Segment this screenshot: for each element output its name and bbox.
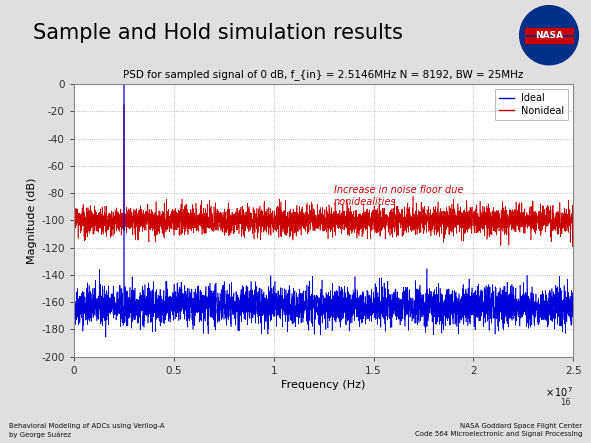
Text: Sample and Hold simulation results: Sample and Hold simulation results [33, 23, 402, 43]
Y-axis label: Magnitude (dB): Magnitude (dB) [27, 177, 37, 264]
Polygon shape [525, 36, 573, 43]
Title: PSD for sampled signal of 0 dB, f_{in} = 2.5146MHz N = 8192, BW = 25MHz: PSD for sampled signal of 0 dB, f_{in} =… [124, 69, 524, 80]
Polygon shape [525, 27, 573, 34]
Text: 16: 16 [560, 398, 570, 407]
Legend: Ideal, Nonideal: Ideal, Nonideal [495, 89, 569, 120]
Text: Behavioral Modeling of ADCs using Verilog-A
by George Suárez: Behavioral Modeling of ADCs using Verilo… [9, 423, 164, 438]
Text: NASA Goddard Space Flight Center
Code 564 Microelectronic and Signal Processing: NASA Goddard Space Flight Center Code 56… [415, 423, 582, 437]
Text: $\times\,10^7$: $\times\,10^7$ [545, 385, 573, 399]
X-axis label: Frequency (Hz): Frequency (Hz) [281, 380, 366, 390]
Circle shape [519, 6, 579, 65]
Text: NASA: NASA [535, 31, 563, 40]
Text: Increase in noise floor due
nonidealities: Increase in noise floor due nonidealitie… [333, 185, 463, 207]
